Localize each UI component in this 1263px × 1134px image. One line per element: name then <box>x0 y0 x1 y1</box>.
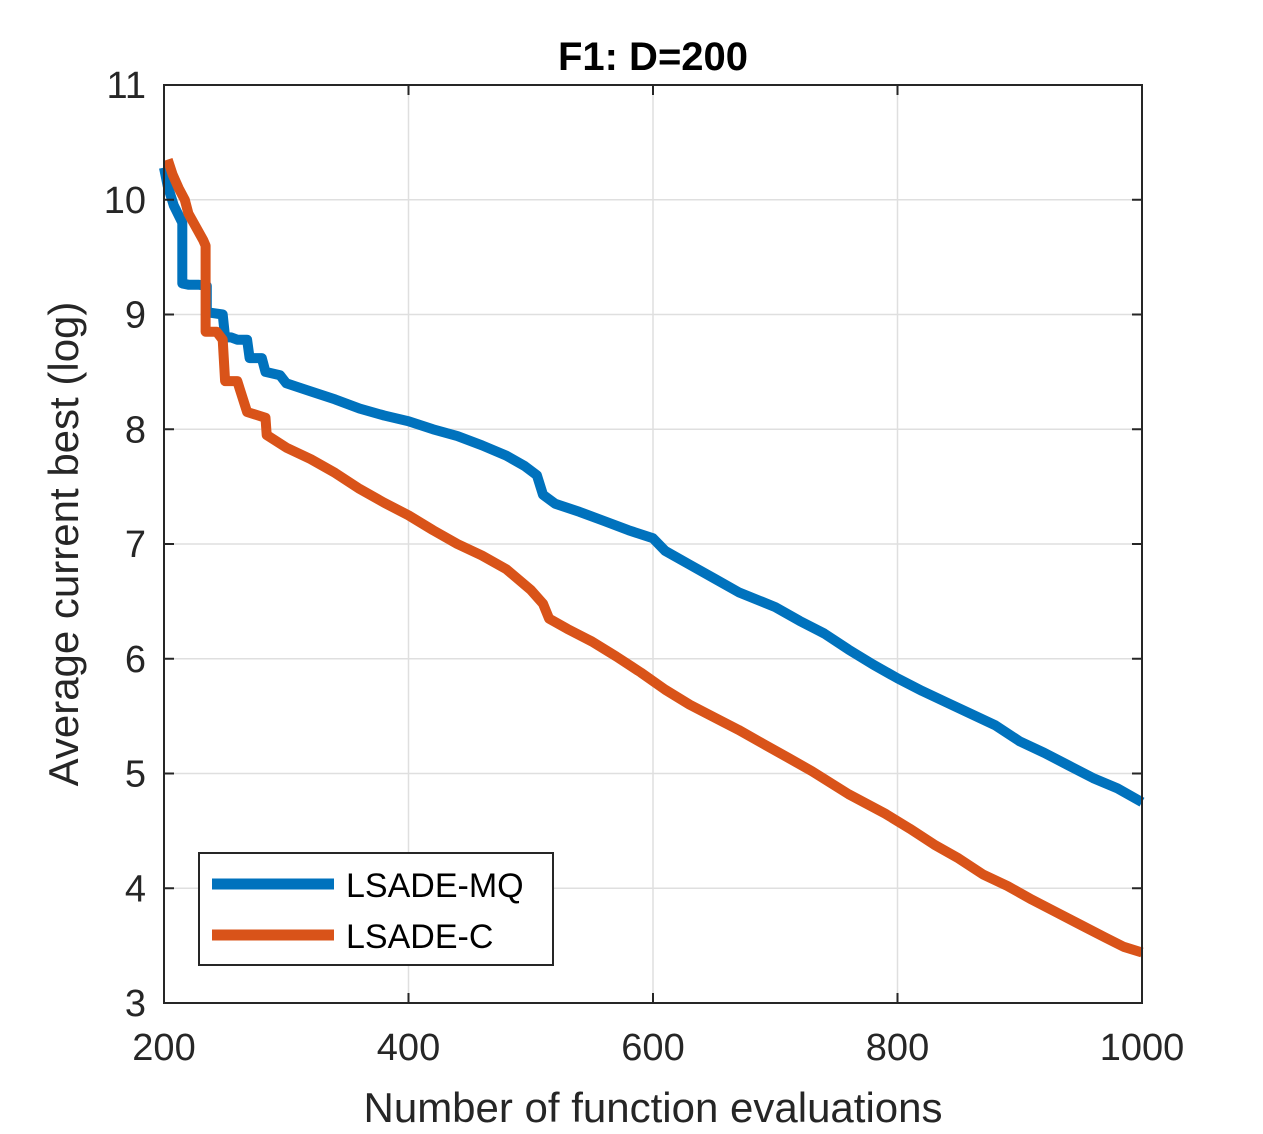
y-tick-label: 3 <box>125 983 146 1025</box>
legend-box <box>198 852 554 966</box>
y-tick-label: 11 <box>107 65 146 107</box>
x-axis-title: Number of function evaluations <box>364 1084 943 1131</box>
legend: LSADE-MQ LSADE-C <box>198 852 554 966</box>
y-tick-label: 4 <box>125 868 146 910</box>
y-tick-label: 8 <box>125 409 146 451</box>
y-tick-label: 6 <box>125 639 146 681</box>
chart-title: F1: D=200 <box>558 35 748 79</box>
y-tick-label: 10 <box>104 180 146 222</box>
x-tick-label: 1000 <box>1100 1027 1185 1069</box>
ticks <box>163 84 1143 1004</box>
series-line-lsade-mq <box>159 166 1145 807</box>
y-tick-label: 5 <box>125 754 146 796</box>
y-axis-title: Average current best (log) <box>40 302 87 787</box>
series-lines <box>159 158 1145 958</box>
x-tick-label: 200 <box>132 1027 195 1069</box>
y-tick-label: 9 <box>125 295 146 337</box>
legend-label-lsade-mq: LSADE-MQ <box>346 867 524 905</box>
x-tick-label: 600 <box>621 1027 684 1069</box>
x-tick-label: 800 <box>866 1027 929 1069</box>
x-tick-label: 400 <box>377 1027 440 1069</box>
tick-labels: 200 400 600 800 1000 3 4 5 6 7 8 9 10 11 <box>104 65 1185 1069</box>
legend-label-lsade-c: LSADE-C <box>346 918 493 956</box>
series-line-lsade-c <box>162 158 1144 958</box>
y-tick-label: 7 <box>125 524 146 566</box>
